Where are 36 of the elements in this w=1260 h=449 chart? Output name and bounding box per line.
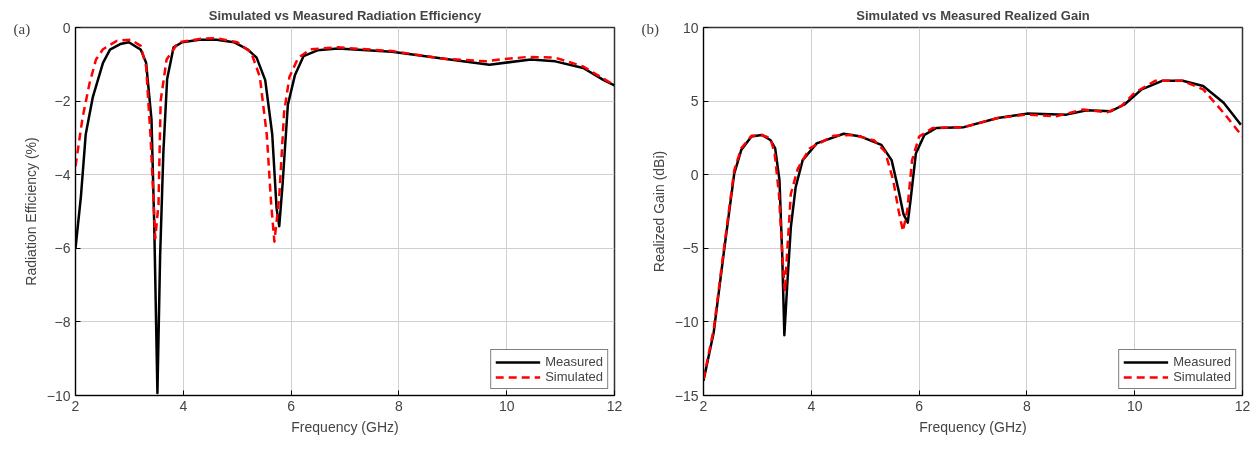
y-tick-label: 0 <box>690 166 699 183</box>
x-tick-label: 8 <box>1023 397 1032 414</box>
legend-label: Simulated <box>1173 369 1231 384</box>
x-tick-label: 6 <box>915 397 924 414</box>
x-axis-title: Frequency (GHz) <box>919 418 1027 435</box>
x-tick-label: 4 <box>807 397 816 414</box>
y-tick-label: −4 <box>54 166 71 183</box>
chart-title: Simulated vs Measured Radiation Efficiency <box>208 7 482 23</box>
x-tick-label: 10 <box>498 397 515 414</box>
y-tick-label: 0 <box>62 19 71 36</box>
legend-label: Simulated <box>545 369 603 384</box>
y-tick-label: −2 <box>54 93 71 110</box>
legend-label: Measured <box>1173 354 1231 369</box>
x-axis-title: Frequency (GHz) <box>291 418 399 435</box>
legend-label: Measured <box>545 354 603 369</box>
y-tick-label: −6 <box>54 240 71 257</box>
y-tick-label: −15 <box>674 387 699 404</box>
y-tick-label: −10 <box>46 387 71 404</box>
x-tick-label: 8 <box>395 397 404 414</box>
y-tick-label: −8 <box>54 313 71 330</box>
x-tick-label: 12 <box>1234 397 1251 414</box>
text: (a) <box>13 20 31 38</box>
x-tick-label: 10 <box>1126 397 1143 414</box>
text: (b) <box>641 20 659 38</box>
y-tick-label: −10 <box>674 313 699 330</box>
x-tick-label: 12 <box>606 397 623 414</box>
x-tick-label: 6 <box>287 397 296 414</box>
y-tick-label: 10 <box>682 19 699 36</box>
y-axis-title: Radiation Efficiency (%) <box>22 137 39 286</box>
x-tick-label: 4 <box>179 397 188 414</box>
x-tick-label: 2 <box>71 397 80 414</box>
x-tick-label: 2 <box>699 397 708 414</box>
y-axis-title: Realized Gain (dBi) <box>650 150 667 273</box>
y-tick-label: 5 <box>690 93 699 110</box>
chart-title: Simulated vs Measured Realized Gain <box>856 7 1090 23</box>
y-tick-label: −5 <box>682 240 699 257</box>
